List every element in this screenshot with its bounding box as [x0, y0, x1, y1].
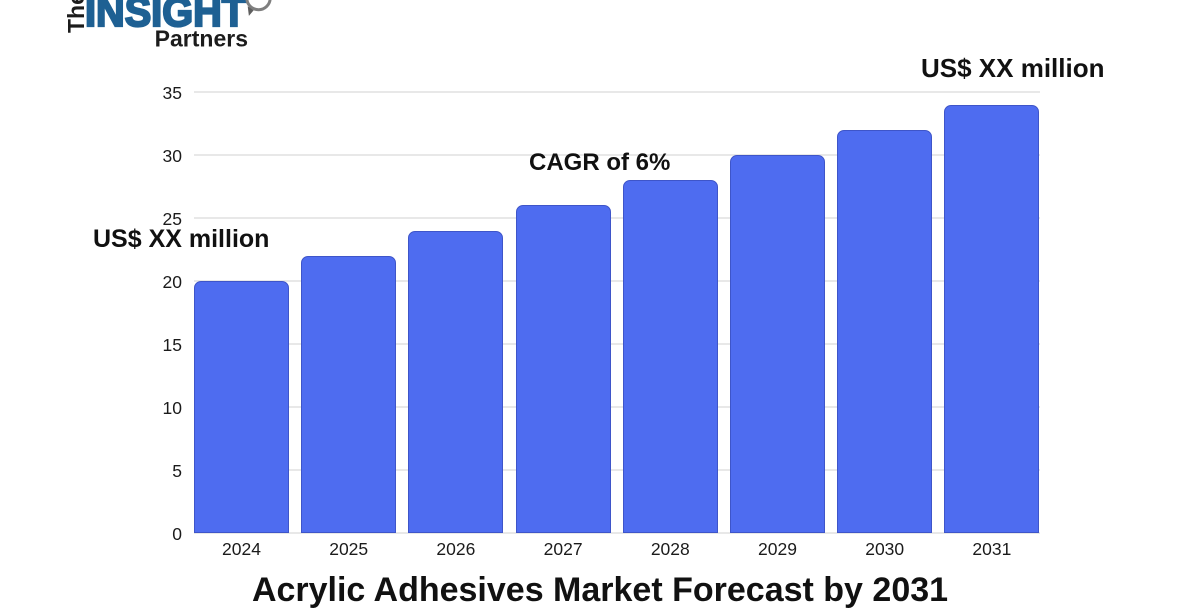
svg-text:Partners: Partners — [155, 26, 248, 52]
svg-text:The: The — [63, 0, 89, 33]
svg-text:INSIGHT: INSIGHT — [85, 0, 246, 35]
